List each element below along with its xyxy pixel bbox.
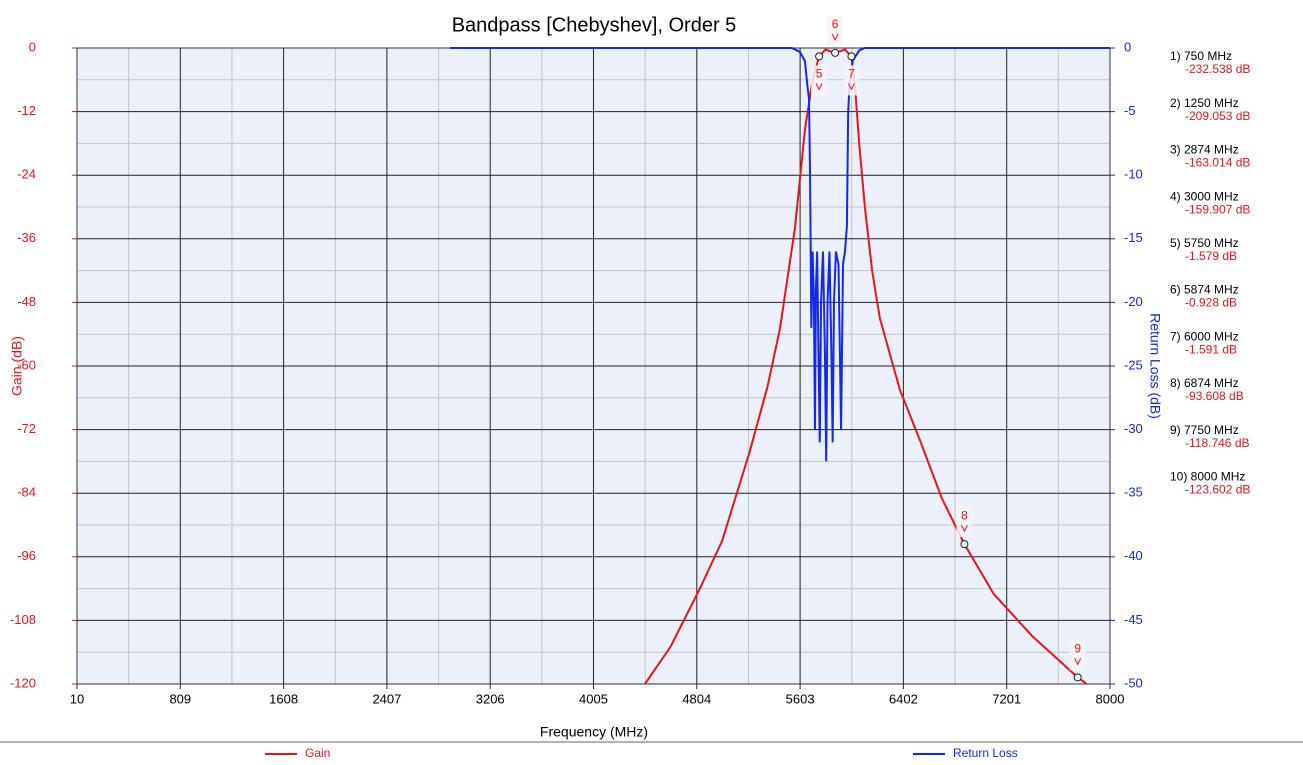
marker-label-bg [843,65,860,96]
marker-gain: -209.053 dB [1185,109,1250,123]
marker-frequency: 9) 7750 MHz [1170,423,1239,437]
y2-tick-label: -30 [1124,421,1143,436]
marker-label-bg [1069,640,1086,671]
marker-gain: -0.928 dB [1185,296,1237,310]
x-tick-label: 4005 [579,691,608,706]
marker-label: 8 [961,508,968,522]
marker-point [1073,673,1082,682]
y2-tick-label: -15 [1124,230,1143,245]
marker-pointer [831,33,839,42]
y2-tick-label: -35 [1124,485,1143,500]
marker-pointer [960,524,968,533]
y-tick-label: -108 [10,612,36,627]
y2-tick-label: -5 [1124,103,1136,118]
y2-axis-label: Return Loss (dB) [1147,313,1163,419]
marker-label: 6 [832,17,839,31]
plot-lines [449,47,1110,685]
y-tick-label: 0 [29,39,36,54]
marker-frequency: 3) 2874 MHz [1170,143,1239,157]
x-tick-label: 5603 [786,691,815,706]
x-tick-label: 809 [169,691,191,706]
marker-gain: -93.608 dB [1185,389,1244,403]
marker-frequency: 1) 750 MHz [1170,49,1232,63]
x-tick-label: 10 [70,691,84,706]
marker-gain: -123.602 dB [1185,482,1250,496]
y-tick-label: -72 [17,421,36,436]
x-tick-label: 3206 [476,691,505,706]
marker-point [847,52,856,61]
y-tick-label: -12 [17,103,36,118]
x-axis-label: Frequency (MHz) [540,724,648,740]
marker-gain: -118.746 dB [1185,436,1250,450]
chart-title: Bandpass [Chebyshev], Order 5 [452,14,737,36]
y2-tick-label: 0 [1124,39,1131,54]
y-tick-label: -36 [17,230,36,245]
y2-tick-label: -10 [1124,167,1143,182]
y-axis-label: Gain (dB) [9,336,25,396]
marker-frequency: 7) 6000 MHz [1170,329,1239,343]
marker-frequency: 2) 1250 MHz [1170,96,1239,110]
marker-label-bg [956,507,973,538]
series-line [449,47,1110,462]
x-tick-label: 6402 [889,691,918,706]
marker-pointer [815,83,823,91]
marker-point [831,48,840,57]
y2-tick-label: -20 [1124,294,1143,309]
y-tick-label: -24 [17,167,36,182]
y-tick-label: -120 [10,675,36,690]
y2-tick-label: -25 [1124,357,1143,372]
marker-frequency: 10) 8000 MHz [1170,469,1245,483]
marker-point [960,540,969,549]
marker-point [815,52,824,61]
marker-label-bg [811,65,828,96]
marker-gain: -163.014 dB [1185,156,1250,170]
marker-pointer [1074,658,1082,666]
legend-label: Return Loss [953,746,1018,760]
marker-gain: -1.579 dB [1185,249,1237,263]
legend-label: Gain [305,746,330,760]
y-tick-label: -48 [17,294,36,309]
y2-tick-label: -45 [1124,612,1143,627]
marker-frequency: 5) 5750 MHz [1170,236,1239,250]
y-tick-label: -84 [17,485,36,500]
marker-label: 5 [816,67,823,81]
marker-gain: -232.538 dB [1185,62,1250,76]
marker-frequency: 6) 5874 MHz [1170,283,1239,297]
marker-frequency: 4) 3000 MHz [1170,189,1239,203]
y2-tick-label: -40 [1124,548,1143,563]
y-tick-label: -96 [17,548,36,563]
y-tick-label: -60 [17,357,36,372]
marker-pointer [847,83,855,91]
x-tick-label: 2407 [372,691,401,706]
marker-gain: -1.591 dB [1185,342,1237,356]
x-tick-label: 1608 [269,691,298,706]
marker-label-bg [827,15,844,46]
y2-tick-label: -50 [1124,675,1143,690]
marker-label: 7 [848,67,855,81]
marker-label: 9 [1074,642,1081,656]
x-tick-label: 4804 [682,691,711,706]
marker-gain: -159.907 dB [1185,202,1250,216]
x-tick-label: 7201 [992,691,1021,706]
x-tick-label: 8000 [1096,691,1125,706]
marker-frequency: 8) 6874 MHz [1170,376,1239,390]
series-line [644,48,1088,685]
